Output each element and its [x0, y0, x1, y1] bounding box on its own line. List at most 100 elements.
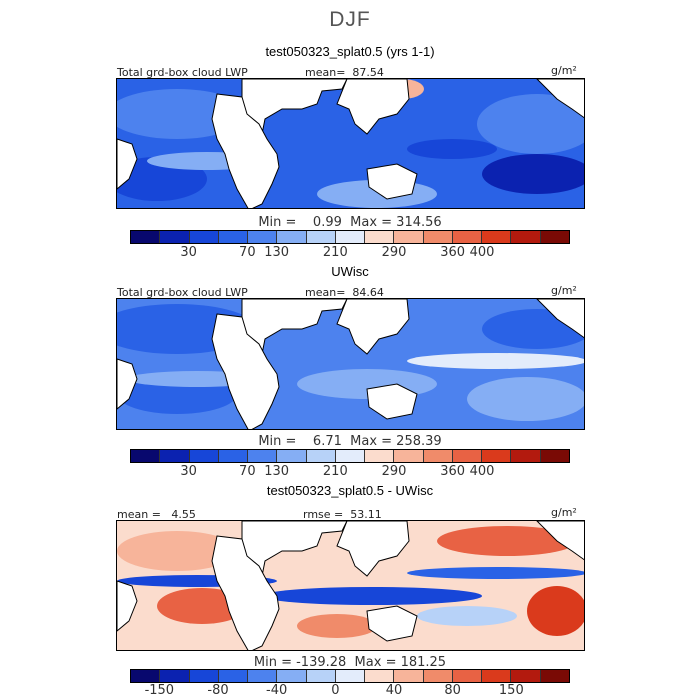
- colorbar-swatch: [423, 231, 453, 243]
- panel-3-land-australia: [366, 605, 418, 642]
- colorbar-swatch: [218, 450, 249, 462]
- colorbar-swatch: [511, 670, 541, 682]
- panel-3-land-samerica: [117, 580, 138, 632]
- panel-2-land-asia: [336, 299, 410, 355]
- colorbar-swatch: [335, 670, 366, 682]
- figure-title: DJF: [329, 8, 371, 31]
- colorbar-swatch: [540, 670, 569, 682]
- panel-2-land-australia: [366, 383, 418, 420]
- colorbar-swatch: [131, 670, 161, 682]
- panel-1-field-wpac: [407, 139, 497, 159]
- colorbar-tick-label: -80: [207, 683, 229, 698]
- colorbar-swatch: [248, 450, 278, 462]
- panel-1-minmax: Min = 0.99 Max = 314.56: [258, 215, 442, 230]
- panel-3-field-sio-pos: [297, 614, 377, 638]
- colorbar-swatch: [365, 450, 395, 462]
- panel-2-map-svg: [117, 299, 584, 429]
- colorbar-swatch: [423, 450, 453, 462]
- colorbar-tick-label: 290: [381, 245, 407, 260]
- panel-3-field-epac-pos: [527, 586, 584, 636]
- panel-3-minmax: Min = -139.28 Max = 181.25: [253, 655, 447, 670]
- colorbar-tick-label: 130: [264, 245, 290, 260]
- panel-3-land-africa: [211, 535, 280, 650]
- colorbar-tick-label: 290: [381, 464, 407, 479]
- panel-3-colorbar-ticks: -150 -80 -40 0 40 80 150: [130, 683, 570, 699]
- colorbar-swatch: [482, 670, 512, 682]
- colorbar-swatch: [394, 670, 424, 682]
- panel-1-land-australia: [366, 163, 418, 200]
- panel-3-field-natl: [117, 531, 237, 571]
- colorbar-swatch: [452, 231, 483, 243]
- panel-1-land-asia: [336, 79, 410, 135]
- panel-2-colorbar: [130, 449, 570, 463]
- panel-2-mean-label: mean= 84.64: [305, 286, 384, 299]
- colorbar-tick-label: 210: [322, 464, 348, 479]
- panel-2-map: [116, 298, 585, 430]
- panel-3-field-satl-pos: [157, 588, 247, 624]
- colorbar-swatch: [131, 450, 161, 462]
- colorbar-tick-label: 400: [469, 245, 495, 260]
- colorbar-tick-label: 150: [498, 683, 524, 698]
- colorbar-swatch: [189, 231, 219, 243]
- panel-3-field-io-band: [262, 587, 482, 605]
- colorbar-swatch: [218, 670, 249, 682]
- colorbar-swatch: [540, 450, 569, 462]
- colorbar-swatch: [306, 231, 336, 243]
- colorbar-tick-label: 40: [385, 683, 403, 698]
- colorbar-tick-label: -40: [266, 683, 288, 698]
- colorbar-tick-label: 130: [264, 464, 290, 479]
- colorbar-tick-label: 210: [322, 245, 348, 260]
- colorbar-swatch: [189, 670, 219, 682]
- panel-3-title: test050323_splat0.5 - UWisc: [266, 483, 434, 498]
- colorbar-swatch: [277, 450, 307, 462]
- colorbar-swatch: [160, 450, 190, 462]
- colorbar-swatch: [335, 231, 366, 243]
- panel-3-rmse-label: rmse = 53.11: [303, 508, 382, 521]
- colorbar-swatch: [423, 670, 453, 682]
- panel-3-land-namerica: [536, 521, 584, 561]
- panel-2-land-samerica: [117, 358, 138, 410]
- panel-3-field-spac-neg: [417, 606, 517, 626]
- colorbar-tick-label: 360: [440, 464, 466, 479]
- panel-2-title: UWisc: [331, 264, 369, 279]
- panel-1-variable-label: Total grd-box cloud LWP: [117, 66, 248, 79]
- panel-1-land-samerica: [117, 138, 138, 190]
- panel-1-map-svg: [117, 79, 584, 208]
- colorbar-tick-label: -150: [144, 683, 175, 698]
- colorbar-tick-label: 30: [180, 464, 197, 479]
- panel-2-colorbar-ticks: 30 70 130 210 290 360 400: [130, 464, 570, 482]
- colorbar-swatch: [540, 231, 569, 243]
- panel-3-land-asia: [336, 521, 410, 577]
- panel-1-land-namerica: [536, 79, 584, 119]
- colorbar-swatch: [452, 670, 483, 682]
- colorbar-tick-label: 400: [469, 464, 495, 479]
- colorbar-swatch: [365, 670, 395, 682]
- colorbar-tick-label: 360: [440, 245, 466, 260]
- colorbar-swatch: [277, 231, 307, 243]
- colorbar-swatch: [160, 670, 190, 682]
- colorbar-swatch: [189, 450, 219, 462]
- panel-2-units: g/m²: [551, 284, 577, 297]
- panel-2-variable-label: Total grd-box cloud LWP: [117, 286, 248, 299]
- colorbar-swatch: [131, 231, 161, 243]
- colorbar-swatch: [482, 450, 512, 462]
- colorbar-swatch: [335, 450, 366, 462]
- panel-3-map-svg: [117, 521, 584, 650]
- colorbar-tick-label: 70: [239, 245, 256, 260]
- panel-1-colorbar: [130, 230, 570, 244]
- colorbar-swatch: [482, 231, 512, 243]
- colorbar-swatch: [394, 450, 424, 462]
- panel-3-units: g/m²: [551, 506, 577, 519]
- panel-1-field-npac: [477, 94, 584, 154]
- panel-3-mean-label: mean = 4.55: [117, 508, 196, 521]
- colorbar-tick-label: 70: [239, 464, 256, 479]
- colorbar-swatch: [394, 231, 424, 243]
- panel-1-field-spac: [482, 154, 584, 194]
- colorbar-tick-label: 80: [444, 683, 461, 698]
- colorbar-swatch: [365, 231, 395, 243]
- panel-2-field-pac-itcz: [407, 353, 584, 369]
- panel-3-field-pac-band: [407, 567, 584, 579]
- panel-2-minmax: Min = 6.71 Max = 258.39: [258, 434, 442, 449]
- colorbar-swatch: [452, 450, 483, 462]
- panel-1-units: g/m²: [551, 64, 577, 77]
